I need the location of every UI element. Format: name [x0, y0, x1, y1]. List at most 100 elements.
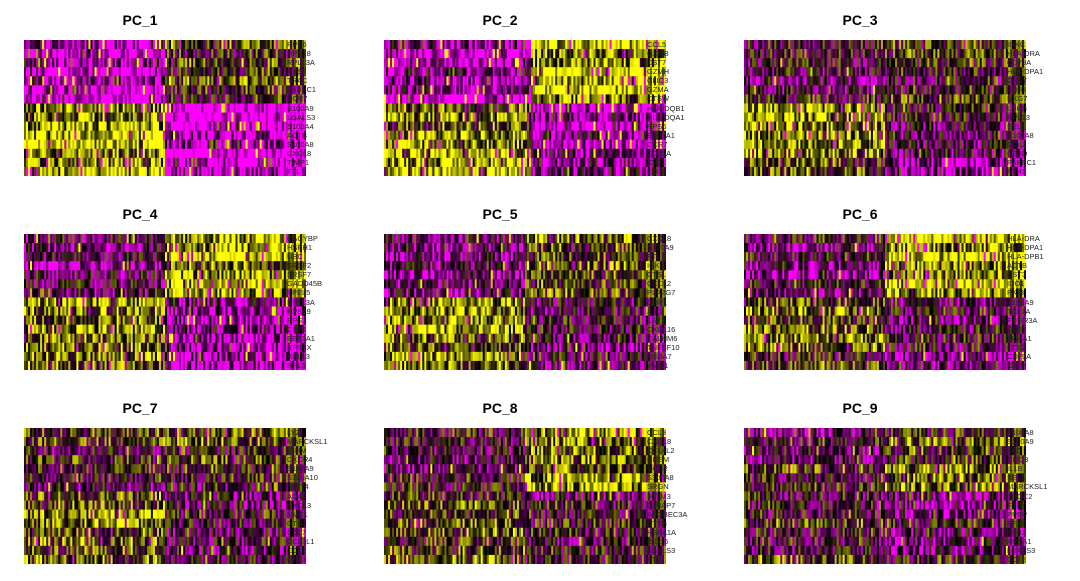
heatmap-cell [868, 40, 872, 50]
heatmap-cell [108, 148, 112, 159]
heatmap-cell [287, 85, 291, 95]
heatmap-cell [653, 130, 657, 141]
heatmap-cell [563, 148, 566, 159]
heatmap-cell [410, 49, 413, 59]
heatmap-cell [183, 103, 186, 113]
heatmap-cell [32, 94, 35, 104]
heatmap-cell [525, 148, 528, 159]
heatmap-cell [197, 139, 200, 150]
heatmap-cell [193, 67, 196, 77]
heatmap-cell [663, 157, 666, 168]
heatmap-cell [500, 49, 504, 59]
heatmap-cell [605, 49, 608, 59]
heatmap-cell [621, 94, 625, 104]
heatmap-cell [64, 94, 67, 104]
heatmap-cell [98, 58, 101, 68]
heatmap-cell [94, 94, 97, 104]
heatmap-cell [235, 139, 238, 150]
heatmap-cell [167, 40, 170, 50]
heatmap-cell [593, 85, 596, 95]
heatmap-cell [162, 166, 166, 176]
heatmap-cell [26, 67, 29, 77]
heatmap-cell [446, 58, 449, 68]
heatmap-cell [384, 148, 387, 159]
heatmap-cell [581, 40, 584, 50]
heatmap-cell [531, 85, 534, 95]
heatmap-cell [1017, 40, 1021, 50]
heatmap-cell [116, 76, 120, 86]
heatmap-cell [488, 148, 492, 159]
heatmap-cell [424, 103, 427, 113]
heatmap-cell [450, 130, 453, 141]
heatmap-cell [512, 94, 516, 104]
heatmap-cell [961, 76, 964, 86]
heatmap-cell [643, 94, 647, 104]
heatmap-cell [482, 40, 486, 50]
heatmap-cell [30, 157, 33, 168]
heatmap-cell [70, 94, 73, 104]
heatmap-cell [213, 121, 216, 132]
heatmap-cell [557, 85, 560, 95]
heatmap-cell [108, 139, 112, 150]
heatmap-cell [609, 148, 613, 159]
heatmap-cell [579, 112, 582, 122]
heatmap-cell [549, 121, 552, 132]
heatmap-cell [402, 166, 405, 176]
heatmap-cell [657, 49, 661, 59]
heatmap-cell [549, 139, 552, 150]
heatmap-cell [979, 67, 983, 77]
heatmap-cell [68, 112, 71, 122]
heatmap-cell [390, 166, 393, 176]
heatmap-cell [90, 94, 93, 104]
heatmap-cell [661, 85, 665, 95]
heatmap-cell [575, 121, 578, 132]
heatmap-cell [832, 49, 836, 59]
heatmap-cell [977, 49, 981, 59]
heatmap-cell [420, 112, 423, 122]
heatmap-cell [269, 94, 273, 104]
heatmap-cell [593, 40, 596, 50]
heatmap-cell [591, 40, 594, 50]
heatmap-cell [144, 112, 148, 122]
heatmap-cell [70, 103, 73, 113]
heatmap-cell [92, 157, 95, 168]
heatmap-cell [482, 166, 486, 176]
heatmap-cell [267, 121, 271, 132]
heatmap-cell [629, 166, 633, 176]
heatmap-cell [100, 76, 103, 86]
heatmap-cell [235, 94, 238, 104]
heatmap-cell [595, 49, 598, 59]
heatmap-cell [76, 121, 79, 132]
heatmap-cell [585, 112, 588, 122]
heatmap-cell [573, 103, 576, 113]
heatmap-cell [229, 67, 232, 77]
heatmap-cell [567, 139, 570, 150]
heatmap-row [384, 103, 666, 113]
heatmap-cell [488, 94, 492, 104]
heatmap-cell [508, 94, 512, 104]
heatmap-cell [456, 94, 459, 104]
heatmap-cell [609, 76, 613, 86]
heatmap-cell [273, 130, 277, 141]
heatmap-cell [207, 148, 210, 159]
heatmap-cell [408, 139, 411, 150]
heatmap-cell [152, 121, 156, 132]
heatmap-cell [458, 49, 461, 59]
heatmap-cell [537, 139, 540, 150]
heatmap-cell [561, 76, 564, 86]
heatmap-cell [68, 148, 71, 159]
heatmap-cell [913, 49, 916, 59]
heatmap-cell [619, 58, 623, 68]
heatmap-cell [1019, 76, 1023, 86]
heatmap-cell [187, 112, 190, 122]
heatmap-cell [426, 166, 429, 176]
heatmap-cell [92, 76, 95, 86]
heatmap-cell [150, 148, 154, 159]
heatmap-cell [299, 139, 303, 150]
heatmap-cell [601, 157, 604, 168]
heatmap-cell [416, 112, 419, 122]
heatmap-cell [289, 85, 293, 95]
heatmap-cell [414, 148, 417, 159]
heatmap-cell [100, 157, 103, 168]
heatmap-cell [470, 85, 474, 95]
